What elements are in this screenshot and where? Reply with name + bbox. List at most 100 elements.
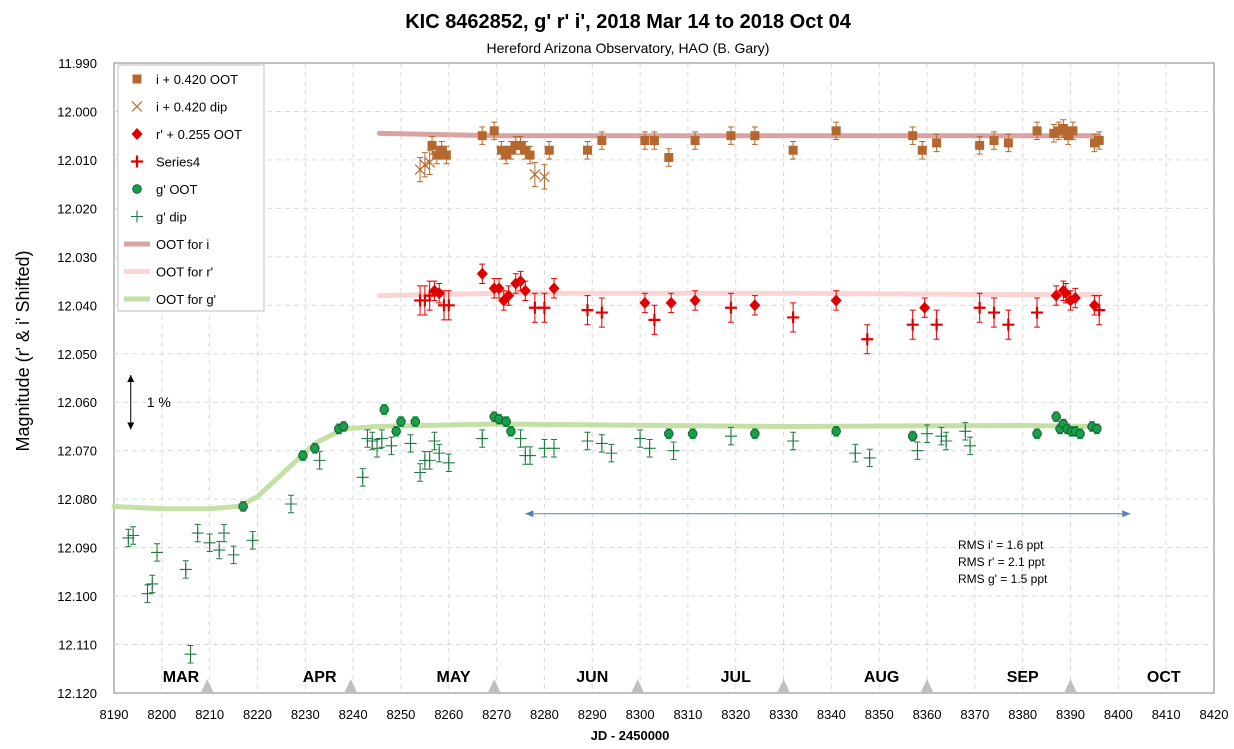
month-triangle (631, 679, 645, 693)
month-triangle (344, 679, 358, 693)
data-point-s6 (514, 432, 527, 445)
legend-label: r' + 0.255 OOT (156, 127, 242, 142)
y-tick-label: 12.050 (57, 347, 97, 362)
range-arrow-head (1122, 510, 1131, 518)
data-point-s6 (935, 430, 948, 443)
month-triangle (200, 679, 214, 693)
data-point-s6 (146, 577, 159, 590)
data-point-s2 (539, 171, 550, 183)
data-point-s1 (511, 140, 521, 150)
data-point-s1 (649, 136, 659, 146)
plot-frame (113, 62, 1215, 694)
data-point-s6 (141, 587, 154, 600)
x-tick-label: 8190 (100, 707, 129, 722)
data-point-s1 (788, 145, 798, 155)
data-point-s6 (404, 437, 417, 450)
rms-label: RMS r' = 2.1 ppt (958, 555, 1045, 569)
data-point-s6 (151, 546, 164, 559)
data-point-s5 (379, 404, 389, 415)
data-point-s6 (667, 444, 680, 457)
data-point-s5 (238, 501, 248, 512)
x-tick-label: 8330 (769, 707, 798, 722)
data-point-s5 (501, 416, 511, 427)
x-tick-label: 8250 (386, 707, 415, 722)
data-point-s5 (907, 431, 918, 441)
x-tick-label: 8410 (1152, 707, 1181, 722)
data-point-s5 (664, 428, 674, 439)
data-point-s5 (338, 421, 349, 432)
y-tick-label: 12.020 (57, 201, 97, 216)
data-point-s1 (690, 136, 700, 146)
trend-line-3 (111, 421, 1102, 512)
x-tick-label: 8380 (1008, 707, 1037, 722)
data-point-s1 (516, 140, 526, 150)
month-label: SEP (1007, 669, 1039, 686)
data-point-s1 (917, 145, 927, 155)
data-point-s6 (964, 439, 977, 452)
y-tick-label: 12.080 (57, 492, 97, 507)
data-point-s3 (919, 301, 931, 314)
data-point-s3 (1088, 299, 1100, 312)
data-point-s5 (506, 426, 516, 437)
month-triangle (920, 679, 934, 693)
data-point-s1 (1003, 138, 1013, 148)
data-point-s4 (423, 289, 436, 302)
data-point-s4 (1031, 306, 1044, 319)
x-tick-label: 8270 (482, 707, 511, 722)
data-point-s4 (581, 304, 594, 317)
scale-arrow-head (127, 375, 135, 382)
month-triangle (487, 679, 501, 693)
data-point-s5 (310, 443, 320, 454)
data-point-s4 (988, 306, 1000, 319)
data-point-s1 (432, 150, 442, 160)
legend-label: g' OOT (156, 182, 198, 197)
data-point-s6 (246, 534, 259, 547)
data-point-s6 (184, 648, 197, 661)
data-point-s5 (1075, 428, 1085, 439)
y-tick-label: 12.000 (57, 104, 97, 119)
data-point-s1 (520, 145, 530, 155)
data-point-s6 (581, 435, 594, 447)
x-tick-label: 8360 (913, 707, 942, 722)
month-label: OCT (1147, 669, 1181, 686)
data-point-s1 (908, 131, 918, 141)
chart-title: KIC 8462852, g' r' i', 2018 Mar 14 to 20… (405, 11, 852, 33)
data-point-s6 (442, 456, 455, 469)
data-point-s3 (433, 287, 445, 300)
data-point-s2 (529, 169, 541, 180)
data-point-s3 (1050, 289, 1062, 302)
data-point-s6 (524, 449, 537, 462)
data-point-s1 (1058, 123, 1068, 133)
x-tick-label: 8390 (1056, 707, 1085, 722)
data-point-s6 (213, 544, 226, 557)
data-point-s6 (385, 439, 398, 452)
trend-line-2 (376, 290, 1102, 299)
data-point-s4 (595, 306, 608, 319)
data-point-s5 (1092, 424, 1102, 434)
month-label: JUN (576, 669, 608, 686)
legend: i + 0.420 OOT i + 0.420 dip r' + 0.255 OOT… (117, 64, 265, 312)
data-point-s4 (1093, 304, 1106, 317)
data-point-s3 (476, 267, 488, 280)
data-point-s4 (787, 311, 800, 324)
data-point-s1 (989, 136, 999, 146)
data-point-s1 (1089, 138, 1099, 148)
data-point-s1 (525, 150, 535, 160)
data-point-s1 (1063, 131, 1073, 141)
data-point-s6 (191, 527, 204, 540)
data-point-s6 (203, 536, 216, 549)
data-point-s5 (750, 428, 760, 439)
data-point-s6 (940, 435, 953, 447)
data-point-s6 (366, 435, 379, 447)
x-tick-label: 8280 (530, 707, 559, 722)
data-point-s5 (831, 426, 841, 437)
data-point-s4 (538, 301, 551, 314)
data-point-s1 (582, 145, 592, 155)
x-tick-label: 8420 (1200, 707, 1229, 722)
legend-swatch (131, 210, 143, 223)
data-point-s6 (122, 531, 135, 544)
month-label: MAY (437, 669, 471, 686)
data-point-s6 (428, 435, 441, 447)
data-point-s5 (687, 428, 698, 439)
month-label: AUG (864, 669, 900, 686)
